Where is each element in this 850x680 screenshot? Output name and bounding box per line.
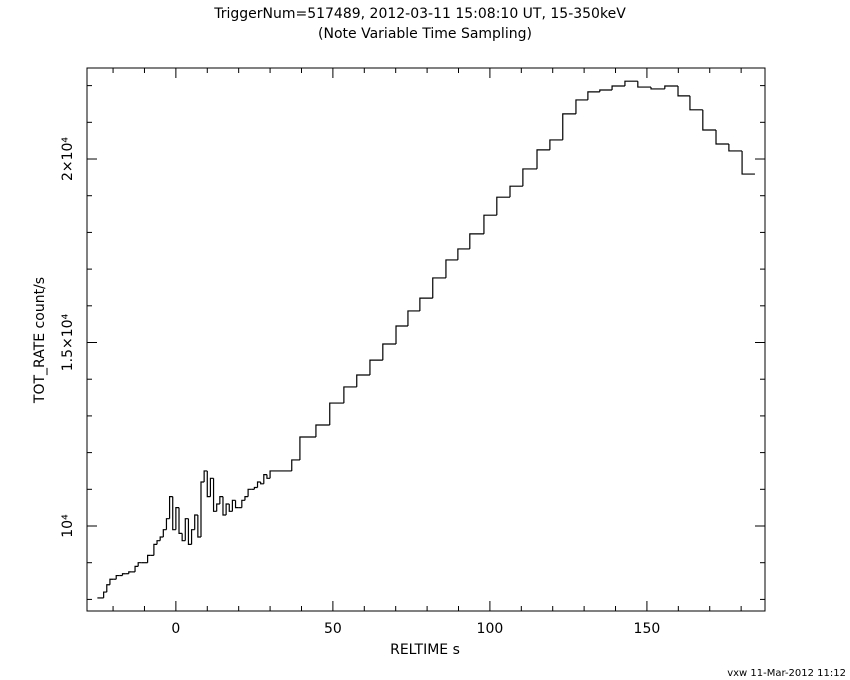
step-segment: [291, 459, 300, 471]
step-segment: [241, 499, 245, 508]
step-segment: [599, 89, 613, 92]
step-segment: [457, 248, 470, 260]
x-tick-label: 50: [324, 621, 342, 637]
step-segment: [212, 478, 217, 512]
step-segment: [536, 149, 550, 169]
footer: vxw 11-Mar-2012 11:12: [727, 668, 846, 679]
step-segment: [197, 514, 201, 538]
y-tick-label: 10⁴: [60, 514, 76, 538]
step-segment: [128, 571, 132, 574]
step-segment: [260, 481, 264, 485]
step-segment: [200, 481, 205, 538]
step-segment: [109, 578, 114, 585]
step-segment: [244, 496, 249, 501]
x-axis-label: RELTIME s: [390, 642, 460, 658]
step-segment: [469, 233, 484, 249]
step-segment: [178, 507, 183, 534]
chart-subtitle: (Note Variable Time Sampling): [318, 26, 532, 42]
step-segment: [587, 91, 600, 100]
step-segment: [266, 474, 271, 479]
step-segment: [650, 87, 665, 90]
step-segment: [203, 470, 208, 482]
step-segment: [419, 297, 433, 311]
step-segment: [156, 540, 161, 545]
step-segment: [445, 259, 458, 278]
step-segment: [509, 185, 523, 198]
step-segment: [147, 554, 151, 563]
chart-title: TriggerNum=517489, 2012-03-11 15:08:10 U…: [213, 6, 626, 22]
step-segment: [219, 496, 223, 504]
y-tick-label: 2×10⁴: [60, 137, 76, 181]
step-segment: [611, 85, 625, 91]
step-segment: [209, 477, 214, 497]
step-segment: [121, 573, 126, 576]
step-segment: [194, 514, 198, 530]
step-segment: [253, 486, 258, 490]
step-segment: [395, 325, 408, 344]
step-segment: [343, 386, 357, 404]
step-segment: [256, 481, 261, 488]
step-segment: [225, 503, 230, 515]
step-segment: [168, 496, 173, 519]
step-segment: [432, 277, 446, 299]
step-segment: [190, 529, 195, 545]
step-segment: [175, 507, 180, 530]
step-segment: [637, 81, 652, 88]
step-segment: [664, 85, 679, 89]
step-segment: [247, 488, 252, 497]
step-segment: [181, 533, 186, 542]
step-segment: [741, 150, 755, 175]
step-segment: [715, 130, 729, 145]
step-segment: [329, 402, 344, 426]
step-segment: [549, 139, 563, 150]
step-segment: [134, 565, 139, 572]
step-segment: [575, 99, 588, 114]
step-segment: [369, 359, 383, 375]
step-segment: [356, 374, 370, 387]
step-segment: [299, 436, 316, 460]
step-segment: [162, 529, 167, 538]
step-segment: [184, 518, 189, 541]
step-segment: [728, 143, 743, 152]
x-tick-label: 100: [477, 621, 504, 637]
x-tick-label: 150: [634, 621, 661, 637]
step-segment: [407, 310, 420, 326]
step-segment: [689, 95, 703, 111]
x-tick-label: 0: [171, 621, 180, 637]
step-segment: [137, 562, 142, 567]
step-segment: [115, 574, 120, 580]
step-segment: [702, 109, 717, 131]
step-segment: [228, 503, 233, 512]
step-segment: [206, 470, 211, 498]
step-segment: [522, 168, 538, 187]
step-segment: [153, 543, 158, 556]
y-tick-label: 1.5×10⁴: [60, 313, 76, 371]
step-segment: [677, 85, 690, 97]
step-segment: [106, 584, 110, 593]
step-segment: [222, 496, 227, 516]
step-segment: [382, 343, 397, 361]
step-segment: [187, 518, 192, 545]
plot-frame: [86, 67, 766, 612]
step-segment: [172, 496, 176, 531]
step-segment: [159, 536, 164, 541]
step-segment: [234, 500, 239, 509]
step-segment: [562, 113, 576, 140]
step-segment: [165, 518, 170, 530]
step-segment: [315, 424, 330, 438]
y-axis-label: TOT_RATE count/s: [32, 277, 48, 404]
step-segment: [624, 80, 638, 86]
step-segment: [216, 503, 220, 512]
step-segment: [483, 214, 497, 234]
step-segment: [103, 591, 107, 598]
step-segment: [269, 470, 292, 479]
step-segment: [496, 196, 511, 216]
step-segment: [231, 499, 236, 512]
step-segment: [263, 474, 267, 484]
